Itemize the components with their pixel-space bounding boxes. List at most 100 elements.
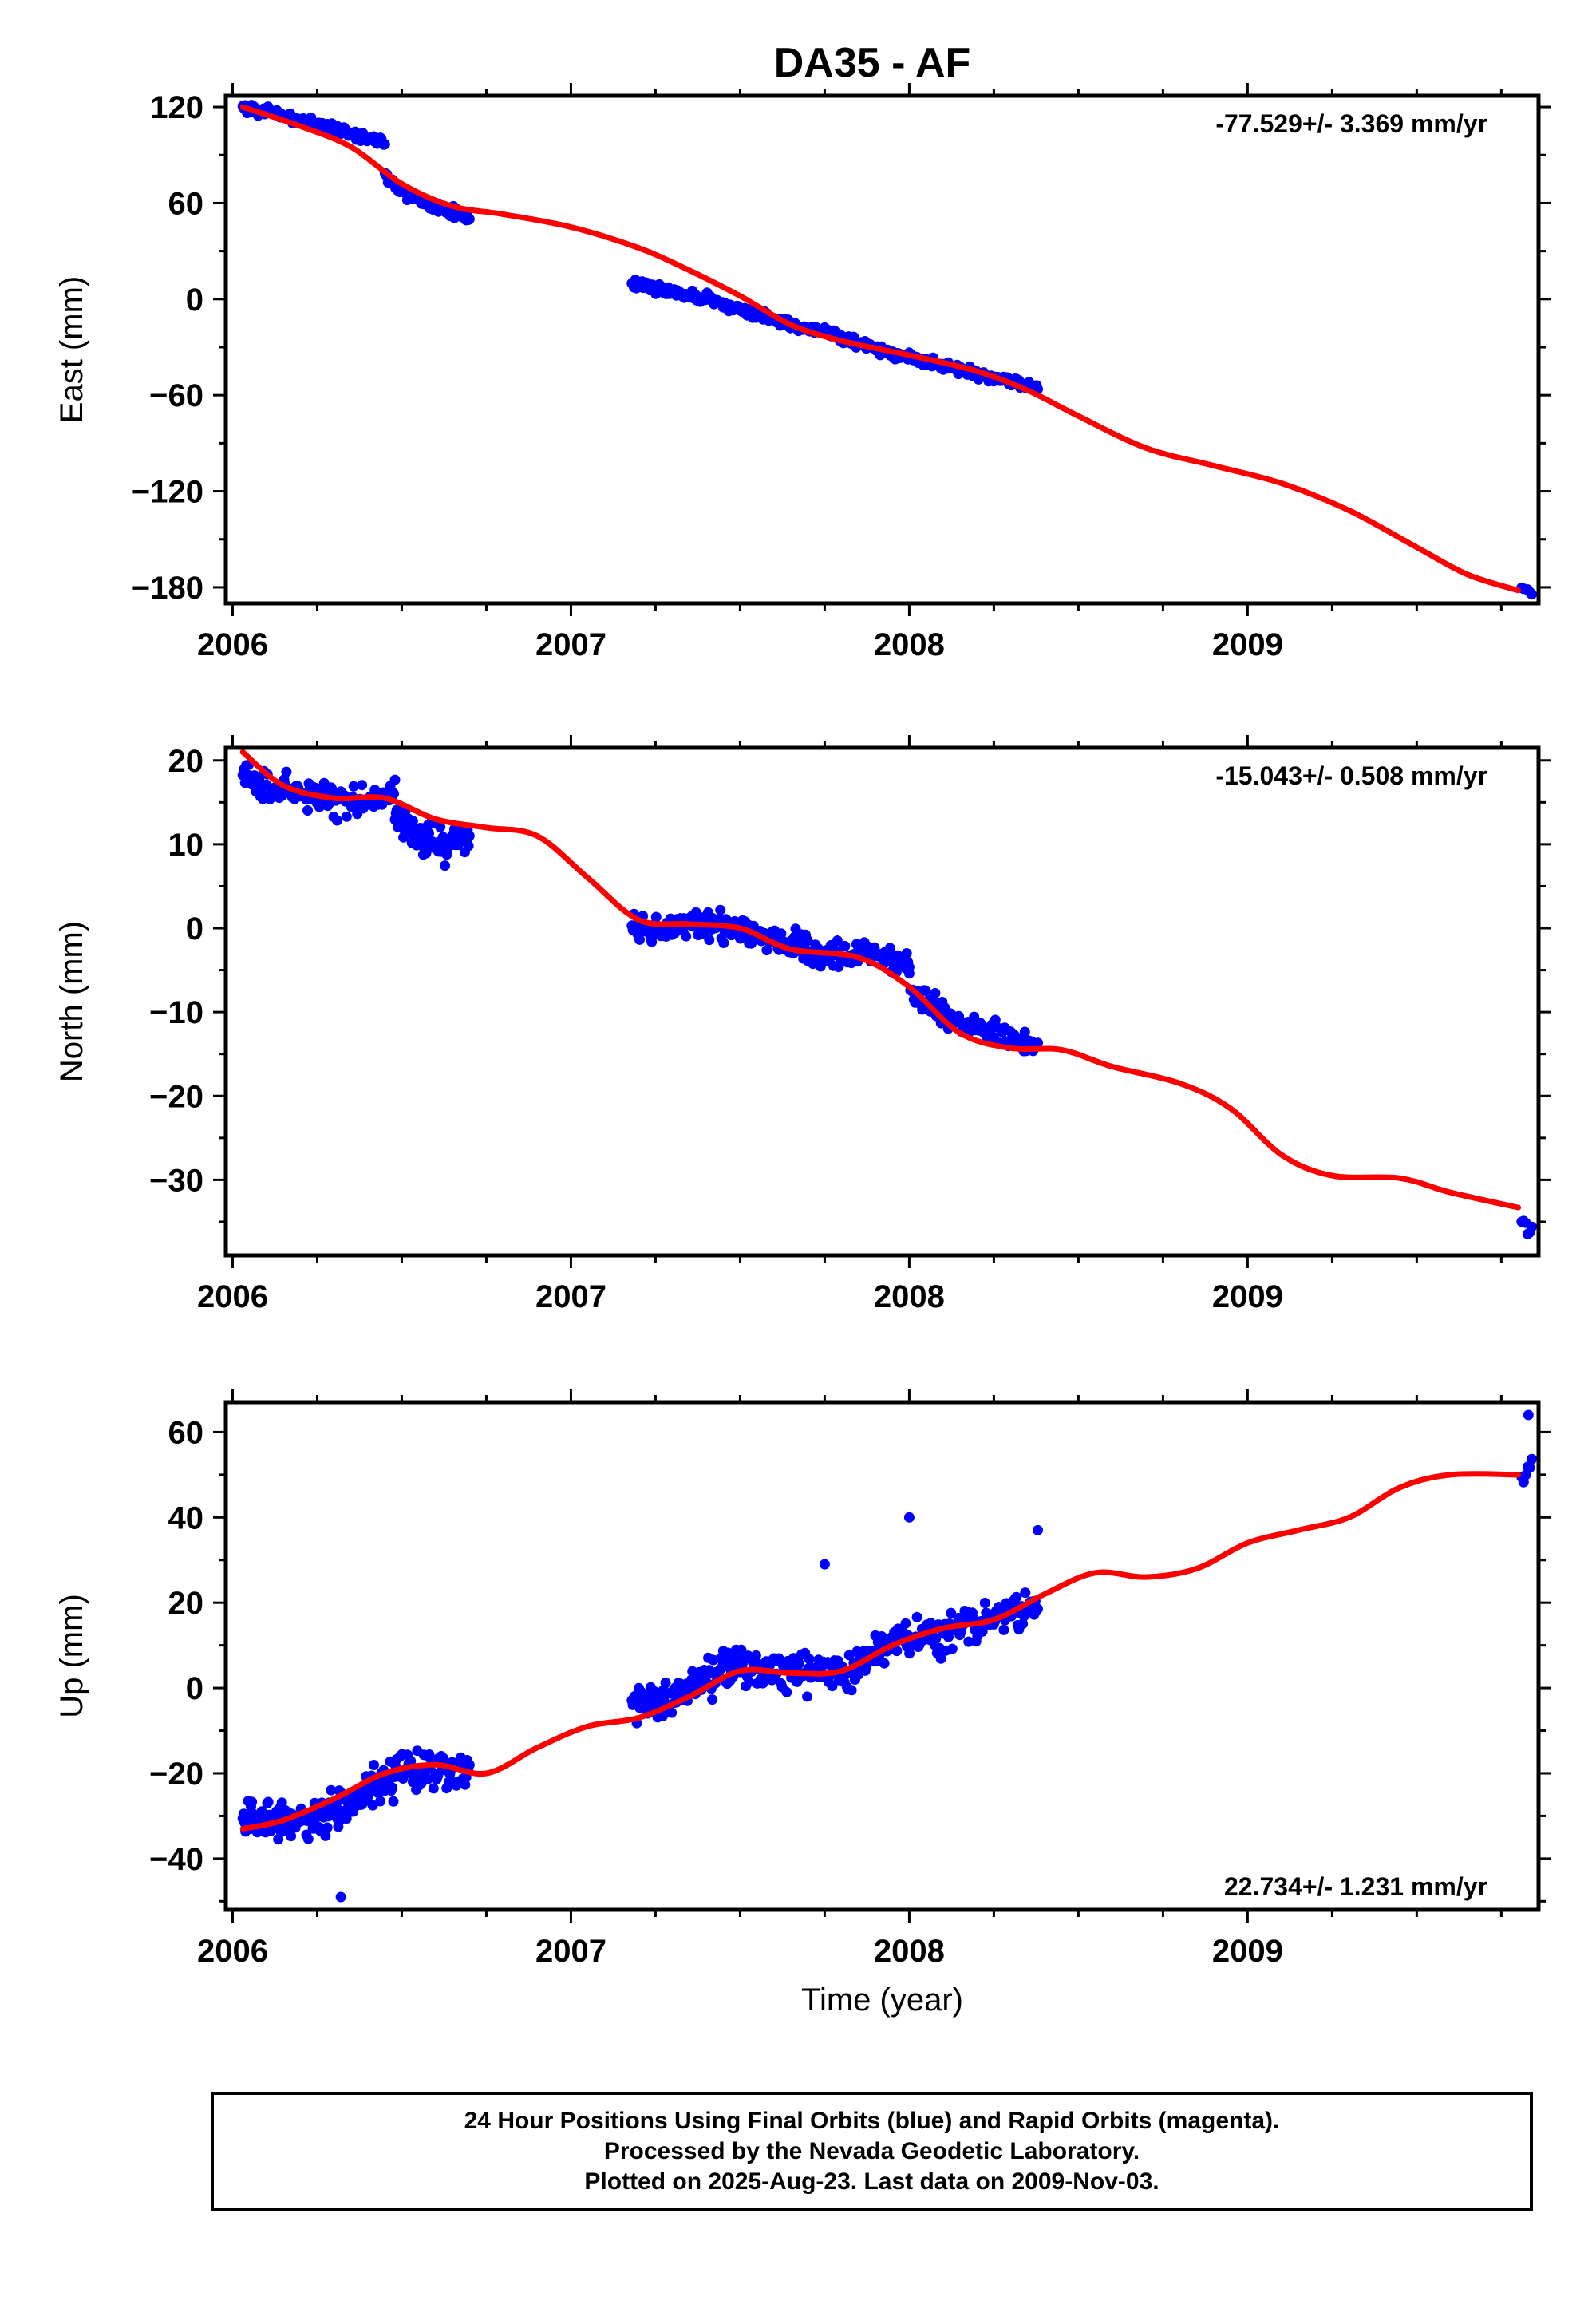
x-tick-label: 2006	[197, 1934, 268, 1969]
data-point	[375, 1796, 386, 1807]
data-point	[423, 1773, 433, 1784]
caption-line-2: Processed by the Nevada Geodetic Laborat…	[603, 2138, 1140, 2164]
data-point	[238, 1808, 249, 1820]
trend-line	[239, 104, 1522, 594]
data-point	[977, 1626, 988, 1637]
x-tick-label: 2006	[197, 627, 268, 662]
y-tick-label: −120	[132, 475, 203, 510]
x-tick-label: 2007	[535, 1934, 606, 1969]
plot-frame	[223, 1400, 1541, 1912]
y-tick-label: 0	[186, 1671, 203, 1706]
plot-frame	[223, 745, 1541, 1258]
data-point	[930, 1633, 942, 1644]
x-tick-label: 2009	[1212, 1934, 1283, 1969]
data-point	[891, 1646, 903, 1657]
x-axis-label: Time (year)	[801, 1982, 963, 2018]
data-point	[634, 934, 645, 945]
data-point	[681, 931, 692, 942]
x-tick-label: 2006	[197, 1279, 268, 1314]
y-tick-label: 20	[168, 744, 204, 779]
data-point	[341, 811, 352, 822]
data-point	[286, 1831, 297, 1842]
data-point	[1527, 1453, 1537, 1464]
data-point	[903, 1512, 915, 1523]
data-point	[900, 1618, 911, 1629]
data-point	[281, 766, 292, 777]
data-point	[332, 815, 342, 826]
data-point	[901, 948, 912, 958]
x-tick-label: 2009	[1212, 627, 1283, 662]
data-point	[819, 1559, 830, 1570]
x-tick-label: 2008	[874, 627, 945, 662]
plot-frame	[223, 93, 1541, 606]
data-point	[963, 1636, 974, 1647]
y-tick-label: 40	[168, 1500, 204, 1535]
data-point	[389, 788, 399, 799]
data-point	[1019, 1026, 1030, 1037]
data-point	[424, 828, 434, 839]
data-point	[750, 1650, 761, 1661]
data-point	[704, 935, 715, 946]
y-axis-label: Up (mm)	[54, 1594, 89, 1718]
data-point	[979, 1598, 990, 1608]
data-point	[1527, 589, 1537, 600]
data-point	[464, 1759, 475, 1770]
data-point	[802, 1691, 812, 1702]
panel-3: 2006 2007 2008 2009 −40 −20 0 20 40 60 Up (mm) Time…	[54, 1389, 1551, 2018]
y-tick-label: 120	[150, 90, 203, 125]
y-tick-label: −40	[149, 1842, 203, 1877]
data-point	[379, 139, 390, 150]
data-point	[781, 1686, 792, 1697]
x-tick-label: 2007	[535, 627, 606, 662]
data-point	[438, 1753, 449, 1764]
data-point	[348, 781, 359, 792]
data-point	[435, 821, 446, 832]
trend-line	[239, 749, 1522, 1211]
data-point	[326, 1784, 337, 1796]
panel-2: 2006 2007 2008 2009 −30 −20 −10 0 10 20 North (mm)…	[54, 735, 1551, 1314]
data-point	[1524, 1462, 1535, 1473]
y-axis-label: North (mm)	[54, 921, 89, 1082]
data-point	[302, 805, 313, 816]
panel-1: 2006 2007 2008 2009 −180 −120 −60 0 60 120 East (m…	[54, 83, 1551, 662]
data-point	[367, 1800, 378, 1811]
data-point	[833, 962, 844, 973]
x-ticks: 2006 2007 2008 2009	[197, 1389, 1503, 1969]
x-tick-label: 2007	[535, 1279, 606, 1314]
data-point	[428, 1783, 439, 1794]
x-ticks: 2006 2007 2008 2009	[197, 735, 1503, 1314]
data-point	[718, 938, 729, 948]
data-point	[1527, 1221, 1537, 1232]
data-point	[827, 1681, 838, 1692]
data-point	[440, 860, 451, 871]
data-point	[744, 1677, 755, 1687]
caption-line-1: 24 Hour Positions Using Final Orbits (bl…	[464, 2108, 1280, 2134]
data-point	[335, 1891, 346, 1903]
y-tick-label: 20	[168, 1586, 204, 1621]
data-point	[463, 840, 474, 852]
rate-label: 22.734+/- 1.231 mm/yr	[1224, 1872, 1487, 1901]
data-point	[1011, 1591, 1022, 1603]
data-point	[388, 1796, 399, 1807]
data-point	[946, 1607, 957, 1618]
data-point	[333, 1821, 344, 1832]
y-tick-label: 0	[186, 283, 203, 318]
x-tick-label: 2009	[1212, 1279, 1283, 1314]
data-point	[843, 1650, 855, 1661]
data-point	[464, 214, 475, 224]
data-point	[1020, 1587, 1031, 1599]
data-point	[761, 945, 772, 956]
data-point	[846, 1685, 857, 1696]
data-points	[237, 1409, 1537, 1903]
y-tick-label: −180	[132, 571, 203, 606]
y-ticks: −30 −20 −10 0 10 20	[149, 744, 1551, 1223]
data-point	[646, 936, 658, 947]
x-tick-label: 2008	[874, 1279, 945, 1314]
data-point	[357, 780, 368, 791]
y-tick-label: −60	[149, 378, 203, 413]
x-ticks: 2006 2007 2008 2009	[197, 83, 1503, 662]
data-point	[930, 988, 941, 998]
data-point	[804, 1654, 815, 1665]
data-point	[247, 1808, 259, 1819]
y-tick-label: 60	[168, 186, 204, 221]
